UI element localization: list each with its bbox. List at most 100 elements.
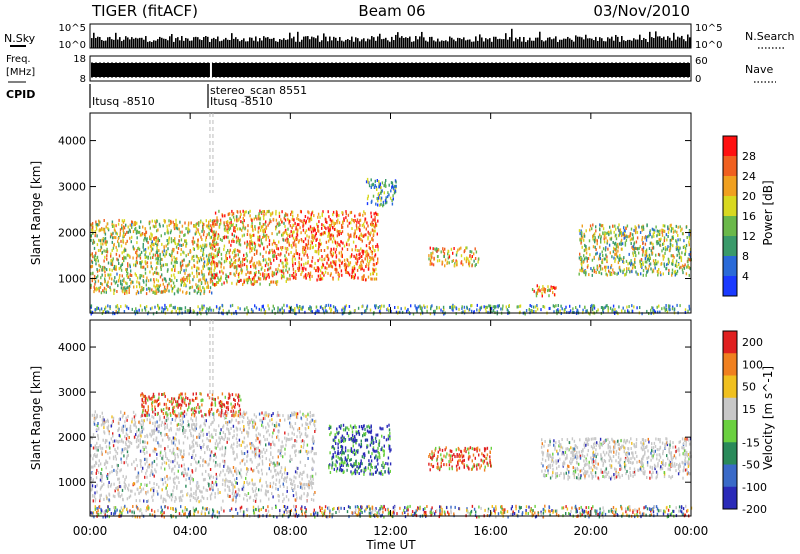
power-cell	[657, 241, 660, 245]
power-cell	[517, 305, 519, 309]
power-cell	[689, 258, 691, 262]
power-cell	[97, 274, 99, 278]
power-cell	[263, 217, 265, 221]
power-cell	[593, 266, 595, 270]
power-cell	[447, 249, 449, 253]
power-cell	[615, 227, 617, 231]
power-cell	[127, 306, 130, 310]
power-cell	[234, 229, 236, 233]
power-cell	[438, 259, 441, 263]
power-cell	[231, 281, 233, 285]
velocity-cell	[272, 440, 274, 444]
power-cell	[254, 304, 256, 308]
power-cell	[667, 225, 669, 229]
power-cell	[103, 290, 105, 294]
power-cell	[609, 225, 611, 229]
power-cell	[326, 261, 328, 265]
power-cell	[260, 238, 262, 242]
power-cell	[350, 221, 352, 225]
power-colorbar-tick: 4	[742, 270, 749, 283]
power-cell	[235, 223, 238, 227]
power-cell	[599, 223, 602, 227]
power-cell	[315, 250, 317, 254]
power-cell	[258, 307, 260, 311]
power-cell	[187, 273, 189, 277]
nsky-bar	[229, 40, 231, 48]
nsky-bar	[185, 37, 187, 48]
velocity-cell	[171, 418, 174, 421]
power-cell	[271, 242, 274, 246]
power-cell	[240, 265, 242, 268]
power-cell	[229, 248, 231, 252]
power-cell	[258, 238, 261, 242]
power-cell	[167, 242, 169, 246]
power-cell	[369, 233, 371, 237]
power-cell	[455, 253, 458, 257]
power-cell	[289, 224, 292, 228]
velocity-cell	[251, 487, 254, 491]
power-cell	[262, 214, 265, 218]
power-cell	[581, 263, 583, 267]
power-cell	[170, 219, 172, 223]
velocity-cell	[228, 466, 230, 470]
power-cell	[660, 237, 662, 241]
power-cell	[626, 224, 629, 228]
power-cell	[623, 229, 626, 233]
power-cell	[260, 263, 262, 267]
power-cell	[667, 231, 670, 235]
power-cell	[271, 232, 273, 236]
power-cell	[157, 261, 159, 265]
nsky-bar	[215, 39, 217, 48]
power-cell	[265, 220, 267, 224]
power-cell	[583, 254, 585, 258]
power-cell	[360, 247, 362, 251]
velocity-cell	[275, 483, 277, 487]
velocity-cell	[224, 460, 226, 464]
power-cell	[370, 186, 372, 189]
power-cell	[147, 312, 149, 316]
power-cell	[178, 227, 180, 231]
power-cell	[169, 278, 172, 282]
power-cell	[112, 257, 114, 261]
nsky-bar	[575, 35, 577, 48]
power-cell	[664, 308, 666, 312]
power-cell	[258, 236, 260, 240]
power-cell	[152, 224, 155, 228]
power-cell	[115, 309, 117, 313]
power-cell	[495, 305, 497, 309]
power-cell	[448, 255, 451, 259]
power-cell	[602, 227, 605, 231]
power-cell	[455, 306, 457, 310]
power-cell	[129, 278, 131, 281]
power-cell	[233, 266, 236, 270]
power-cell	[160, 257, 162, 261]
nsky-bar	[563, 38, 565, 48]
nsky-bar	[275, 41, 277, 48]
power-cell	[358, 221, 360, 224]
power-cell	[347, 238, 349, 242]
power-cell	[432, 247, 434, 251]
power-cell	[280, 274, 283, 277]
power-cell	[210, 226, 213, 230]
power-cell	[258, 212, 260, 216]
power-cell	[226, 223, 228, 226]
power-cell	[666, 238, 668, 242]
power-cell	[213, 234, 215, 238]
velocity-cell	[226, 437, 229, 441]
power-cell	[300, 263, 303, 267]
velocity-cell	[295, 466, 298, 470]
power-cell	[329, 218, 331, 222]
power-cell	[156, 284, 158, 288]
power-cell	[318, 243, 321, 247]
power-cell	[286, 240, 288, 244]
power-cell	[369, 308, 372, 312]
nsky-bar	[519, 36, 521, 48]
power-cell	[205, 243, 208, 247]
nsky-bar	[467, 39, 469, 48]
nsky-bar	[449, 36, 451, 48]
power-cell	[380, 196, 383, 200]
power-cell	[322, 231, 325, 235]
power-cell	[327, 271, 329, 275]
power-cell	[328, 231, 331, 234]
velocity-cell	[159, 415, 161, 419]
